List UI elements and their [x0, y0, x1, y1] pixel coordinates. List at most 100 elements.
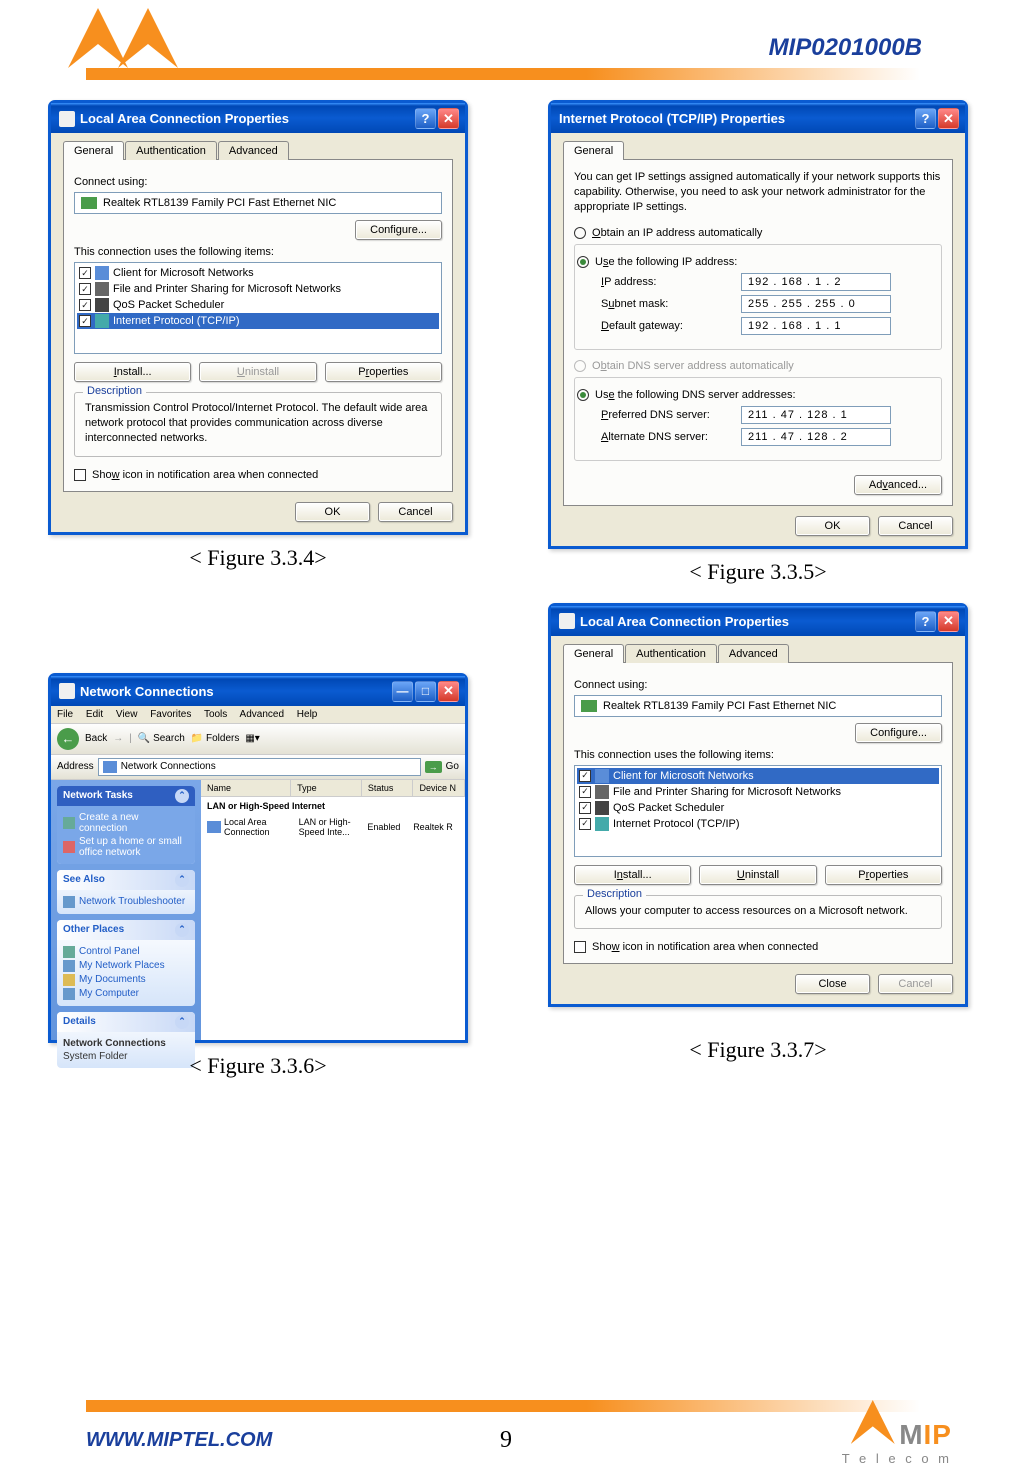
tab-general[interactable]: General — [563, 141, 624, 160]
subnet-input[interactable]: 255 . 255 . 255 . 0 — [741, 295, 891, 313]
titlebar[interactable]: Internet Protocol (TCP/IP) Properties ? … — [551, 103, 965, 133]
network-icon — [103, 761, 117, 773]
tab-advanced[interactable]: Advanced — [718, 644, 789, 663]
sidebar-item[interactable]: Set up a home or small office network — [63, 836, 189, 858]
address-label: Address — [57, 761, 94, 772]
radio-use-ip[interactable]: Use the following IP address: — [577, 256, 933, 268]
checkbox-icon[interactable]: ✓ — [79, 267, 91, 279]
checkbox-icon[interactable]: ✓ — [579, 786, 591, 798]
pref-dns-input[interactable]: 211 . 47 . 128 . 1 — [741, 406, 891, 424]
sidebar-item[interactable]: Create a new connection — [63, 812, 189, 834]
checkbox-icon[interactable]: ✓ — [79, 283, 91, 295]
back-button[interactable]: ← — [57, 728, 79, 750]
menu-help[interactable]: Help — [297, 709, 318, 720]
menu-bar[interactable]: File Edit View Favorites Tools Advanced … — [51, 706, 465, 724]
cancel-button[interactable]: Cancel — [378, 502, 453, 522]
go-button[interactable]: → — [425, 761, 442, 773]
troubleshoot-icon — [63, 896, 75, 908]
description-label: Description — [583, 888, 646, 900]
intro-text: You can get IP settings assigned automat… — [574, 170, 942, 215]
install-button[interactable]: Install... — [574, 865, 691, 885]
titlebar[interactable]: Local Area Connection Properties ? ✕ — [51, 103, 465, 133]
close-button[interactable]: ✕ — [438, 108, 459, 129]
checkbox-icon[interactable]: ✓ — [579, 770, 591, 782]
dialog-title: Local Area Connection Properties — [580, 614, 913, 629]
figure-caption: < Figure 3.3.5> — [528, 559, 988, 585]
footer-url: WWW.MIPTEL.COM — [86, 1429, 272, 1452]
ip-input[interactable]: 192 . 168 . 1 . 2 — [741, 273, 891, 291]
list-header[interactable]: Name Type Status Device N — [201, 780, 465, 797]
address-input[interactable]: Network Connections — [98, 758, 421, 776]
collapse-icon[interactable]: ⌃ — [175, 923, 189, 937]
folders-button[interactable]: 📁 Folders — [191, 733, 240, 744]
radio-auto-dns: Obtain DNS server address automatically — [574, 360, 942, 372]
menu-file[interactable]: File — [57, 709, 73, 720]
close-button[interactable]: ✕ — [938, 108, 959, 129]
menu-tools[interactable]: Tools — [204, 709, 227, 720]
tab-general[interactable]: General — [63, 141, 124, 160]
checkbox-icon[interactable]: ✓ — [579, 818, 591, 830]
items-listbox[interactable]: ✓Client for Microsoft Networks ✓File and… — [574, 765, 942, 857]
show-icon-checkbox[interactable] — [74, 469, 86, 481]
control-panel-icon — [63, 946, 75, 958]
ok-button[interactable]: OK — [295, 502, 370, 522]
sidebar-item[interactable]: Control Panel — [63, 946, 189, 958]
gateway-input[interactable]: 192 . 168 . 1 . 1 — [741, 317, 891, 335]
cancel-button[interactable]: Cancel — [878, 516, 953, 536]
close-button[interactable]: ✕ — [438, 681, 459, 702]
sidebar-item[interactable]: My Computer — [63, 988, 189, 1000]
computer-icon — [63, 988, 75, 1000]
tab-advanced[interactable]: Advanced — [218, 141, 289, 160]
properties-button[interactable]: Properties — [325, 362, 442, 382]
alt-dns-input[interactable]: 211 . 47 . 128 . 2 — [741, 428, 891, 446]
menu-edit[interactable]: Edit — [86, 709, 103, 720]
titlebar[interactable]: Local Area Connection Properties ? ✕ — [551, 606, 965, 636]
maximize-button[interactable]: □ — [415, 681, 436, 702]
dialog-lacp-2: Local Area Connection Properties ? ✕ Gen… — [548, 603, 968, 1008]
close-dialog-button[interactable]: Close — [795, 974, 870, 994]
collapse-icon[interactable]: ⌃ — [175, 1015, 189, 1029]
show-icon-checkbox[interactable] — [574, 941, 586, 953]
radio-use-dns[interactable]: Use the following DNS server addresses: — [577, 389, 933, 401]
properties-button[interactable]: Properties — [825, 865, 942, 885]
radio-auto-ip[interactable]: Obtain an IP address automatically — [574, 227, 942, 239]
sidebar-item[interactable]: Network Troubleshooter — [63, 896, 189, 908]
uninstall-button[interactable]: Uninstall — [699, 865, 816, 885]
tab-general[interactable]: General — [563, 644, 624, 663]
configure-button[interactable]: Configure... — [355, 220, 442, 240]
advanced-button[interactable]: Advanced... — [854, 475, 942, 495]
list-item: ✓File and Printer Sharing for Microsoft … — [577, 784, 939, 800]
nic-field: Realtek RTL8139 Family PCI Fast Ethernet… — [574, 695, 942, 717]
views-button[interactable]: ▦▾ — [245, 733, 259, 744]
nic-name: Realtek RTL8139 Family PCI Fast Ethernet… — [103, 197, 336, 209]
help-button[interactable]: ? — [915, 108, 936, 129]
menu-advanced[interactable]: Advanced — [240, 709, 284, 720]
checkbox-icon[interactable]: ✓ — [579, 802, 591, 814]
checkbox-icon[interactable]: ✓ — [79, 315, 91, 327]
items-listbox[interactable]: ✓Client for Microsoft Networks ✓File and… — [74, 262, 442, 354]
search-button[interactable]: 🔍 Search — [138, 733, 185, 744]
window-title: Network Connections — [80, 684, 390, 699]
ok-button[interactable]: OK — [795, 516, 870, 536]
explorer-window: Network Connections — □ ✕ File Edit View… — [48, 673, 468, 1043]
list-row[interactable]: Local Area Connection LAN or High-Speed … — [201, 815, 465, 839]
tab-authentication[interactable]: Authentication — [125, 141, 217, 160]
install-button[interactable]: IInstall...nstall... — [74, 362, 191, 382]
titlebar[interactable]: Network Connections — □ ✕ — [51, 676, 465, 706]
sidebar-item[interactable]: My Network Places — [63, 960, 189, 972]
collapse-icon[interactable]: ⌃ — [175, 873, 189, 887]
close-button[interactable]: ✕ — [938, 611, 959, 632]
dialog-lacp-1: Local Area Connection Properties ? ✕ Gen… — [48, 100, 468, 535]
menu-favorites[interactable]: Favorites — [150, 709, 191, 720]
tab-authentication[interactable]: Authentication — [625, 644, 717, 663]
menu-view[interactable]: View — [116, 709, 138, 720]
subnet-label: Subnet mask: — [601, 298, 741, 310]
list-item-selected: ✓Internet Protocol (TCP/IP) — [77, 313, 439, 329]
minimize-button[interactable]: — — [392, 681, 413, 702]
help-button[interactable]: ? — [915, 611, 936, 632]
collapse-icon[interactable]: ⌃ — [175, 789, 189, 803]
sidebar-item[interactable]: My Documents — [63, 974, 189, 986]
checkbox-icon[interactable]: ✓ — [79, 299, 91, 311]
help-button[interactable]: ? — [415, 108, 436, 129]
configure-button[interactable]: Configure... — [855, 723, 942, 743]
